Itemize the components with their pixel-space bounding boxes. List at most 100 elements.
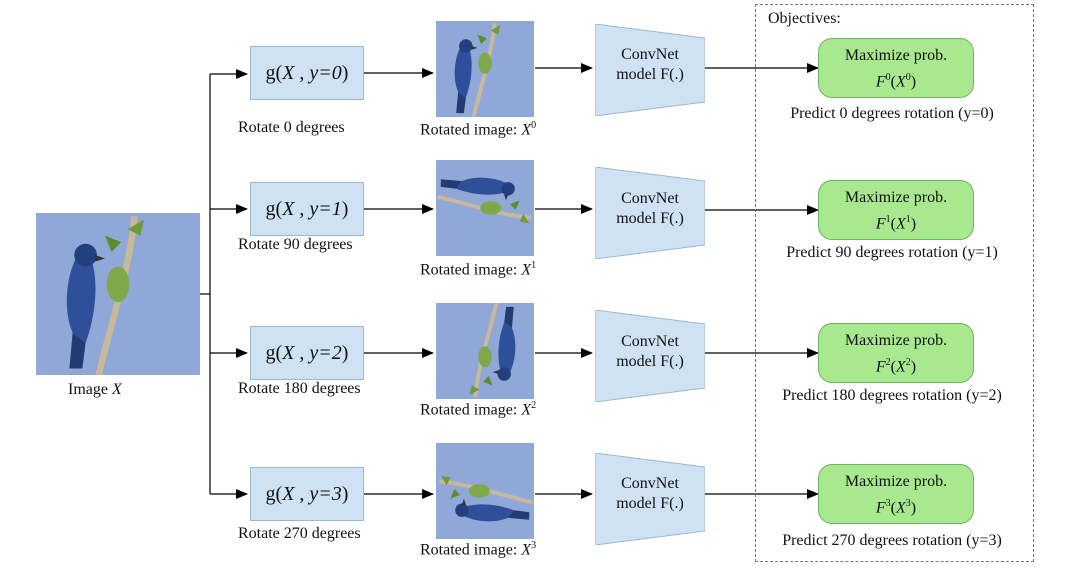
g-sep: , [294, 197, 310, 220]
g-var: X [282, 341, 295, 364]
rotated-image-2 [436, 303, 534, 399]
objective-X: X [896, 215, 906, 233]
convnet-label-3: ConvNet model F(.) [595, 474, 705, 514]
bird-icon [436, 160, 533, 256]
predict-label-2: Predict 180 degrees rotation (y=2) [782, 387, 1002, 404]
convnet-line1: ConvNet [621, 333, 679, 350]
g-suffix: ) [341, 197, 349, 220]
objective-box-3: Maximize prob. F3(X3) [818, 464, 974, 524]
predict-label-3: Predict 270 degrees rotation (y=3) [782, 532, 1002, 549]
g-y: y=1 [309, 197, 342, 220]
rotated-image-3 [436, 443, 534, 539]
objective-formula: F0(X0) [875, 72, 917, 91]
convnet-shape-1 [595, 167, 705, 259]
objective-line1: Maximize prob. [844, 189, 948, 206]
rotate-label-1: Rotate 90 degrees [238, 236, 353, 253]
rotate-label-2: Rotate 180 degrees [238, 380, 361, 397]
bird-icon [437, 443, 534, 539]
objective-sup1: 1 [885, 214, 891, 225]
g-prefix: g( [265, 61, 283, 84]
objective-sup2: 1 [905, 214, 911, 225]
rotated-var: X [521, 121, 532, 139]
objective-F: F [875, 358, 886, 376]
transform-box-0: g(X , y=0) [250, 46, 364, 100]
objective-line1: Maximize prob. [844, 47, 948, 64]
rotate-label-0: Rotate 0 degrees [238, 119, 345, 136]
transform-box-3: g(X , y=3) [250, 467, 364, 521]
objective-formula: F1(X1) [875, 214, 917, 233]
convnet-label-2: ConvNet model F(.) [595, 332, 705, 372]
objective-box-2: Maximize prob. F2(X2) [818, 323, 974, 383]
rotated-sup: 1 [531, 260, 537, 271]
g-y: y=3 [309, 482, 342, 505]
rotated-sup: 2 [531, 400, 537, 411]
transform-box-1: g(X , y=1) [250, 182, 364, 236]
g-prefix: g( [265, 482, 283, 505]
convnet-line1: ConvNet [621, 475, 679, 492]
bird-icon [437, 303, 533, 399]
convnet-line2: model F(.) [616, 353, 684, 370]
objective-X: X [896, 73, 906, 91]
rotated-var: X [521, 261, 532, 279]
g-var: X [282, 482, 295, 505]
g-var: X [282, 61, 295, 84]
convnet-line2: model F(.) [616, 210, 684, 227]
predict-label-1: Predict 90 degrees rotation (y=1) [786, 244, 998, 261]
objective-sup1: 0 [885, 72, 891, 83]
bird-icon [437, 21, 533, 117]
g-sep: , [294, 61, 310, 84]
rotated-sup: 3 [531, 540, 537, 551]
objective-box-0: Maximize prob. F0(X0) [818, 38, 974, 98]
objective-box-1: Maximize prob. F1(X1) [818, 180, 974, 240]
g-y: y=2 [309, 341, 342, 364]
rotated-prefix: Rotated image: [420, 541, 518, 559]
convnet-label-1: ConvNet model F(.) [595, 189, 705, 229]
rotated-image-caption-2: Rotated image: X2 [420, 400, 536, 419]
convnet-line1: ConvNet [621, 46, 679, 63]
rotated-var: X [521, 541, 532, 559]
objective-F: F [875, 215, 886, 233]
objective-formula: F3(X3) [875, 498, 917, 517]
input-caption-var: X [111, 381, 122, 398]
g-prefix: g( [265, 341, 283, 364]
input-image [36, 213, 200, 375]
input-image-caption: Image X [68, 381, 122, 399]
convnet-line1: ConvNet [621, 190, 679, 207]
convnet-shape-3 [595, 453, 705, 545]
rotated-prefix: Rotated image: [420, 121, 518, 139]
objective-X: X [896, 499, 906, 517]
convnet-shape-0 [595, 24, 705, 116]
rotated-image-1 [436, 160, 534, 256]
objective-sup2: 3 [905, 498, 911, 509]
objective-F: F [875, 499, 886, 517]
rotated-prefix: Rotated image: [420, 401, 518, 419]
convnet-line2: model F(.) [616, 495, 684, 512]
objective-sup2: 0 [905, 72, 911, 83]
input-caption-prefix: Image [68, 381, 108, 398]
rotated-sup: 0 [531, 120, 537, 131]
convnet-line2: model F(.) [616, 66, 684, 83]
g-suffix: ) [341, 482, 349, 505]
objective-line1: Maximize prob. [844, 332, 948, 349]
bird-icon [37, 213, 199, 375]
g-var: X [282, 197, 295, 220]
g-prefix: g( [265, 197, 283, 220]
objective-formula: F2(X2) [875, 357, 917, 376]
objectives-title: Objectives: [768, 10, 841, 27]
rotated-var: X [521, 401, 532, 419]
convnet-label-0: ConvNet model F(.) [595, 45, 705, 85]
objective-sup1: 3 [885, 498, 891, 509]
rotated-image-caption-3: Rotated image: X3 [420, 540, 536, 559]
rotated-image-0 [436, 21, 534, 117]
objectives-frame [755, 4, 1034, 562]
objective-F: F [875, 73, 886, 91]
g-sep: , [294, 482, 310, 505]
predict-label-0: Predict 0 degrees rotation (y=0) [790, 105, 994, 122]
transform-box-2: g(X , y=2) [250, 326, 364, 380]
objective-X: X [896, 358, 906, 376]
rotated-image-caption-0: Rotated image: X0 [420, 120, 536, 139]
objective-line1: Maximize prob. [844, 473, 948, 490]
g-y: y=0 [309, 61, 342, 84]
convnet-shape-2 [595, 310, 705, 402]
